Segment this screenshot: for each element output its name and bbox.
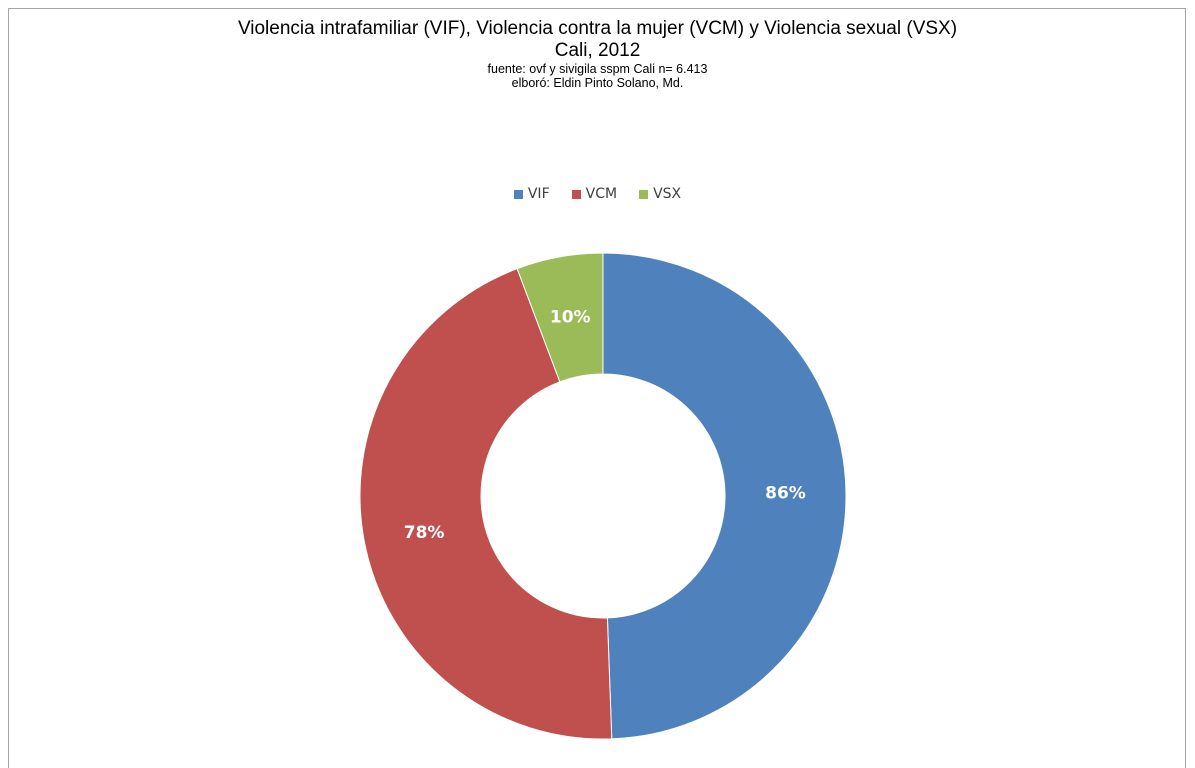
chart-titles: Violencia intrafamiliar (VIF), Violencia… [0,18,1195,90]
label-vsx: 10% [550,307,591,327]
slice-vsx [516,252,604,383]
chart-title: Violencia intrafamiliar (VIF), Violencia… [237,18,958,39]
donut-labels: 86% 78% 10% [404,307,806,543]
chart-legend: VIF VCM VSX [0,186,1195,202]
legend-swatch-vif [513,189,523,199]
slice-vif [602,252,847,740]
legend-item-vsx: VSX [639,186,681,202]
legend-item-vcm: VCM [571,186,618,202]
legend-item-vif: VIF [513,186,550,202]
label-vcm: 78% [404,523,445,543]
legend-swatch-vsx [639,189,649,199]
legend-label-vsx: VSX [653,186,682,202]
author-note: elboró: Eldin Pinto Solano, Md. [511,76,684,90]
legend-label-vif: VIF [527,186,550,202]
chart-subtitle: Cali, 2012 [554,40,641,61]
legend-label-vcm: VCM [585,186,618,202]
source-note: fuente: ovf y sivigila sspm Cali n= 6.41… [487,62,708,76]
slice-vcm [359,268,613,740]
donut-slices [359,252,847,740]
legend-swatch-vcm [571,189,581,199]
label-vif: 86% [765,484,806,504]
